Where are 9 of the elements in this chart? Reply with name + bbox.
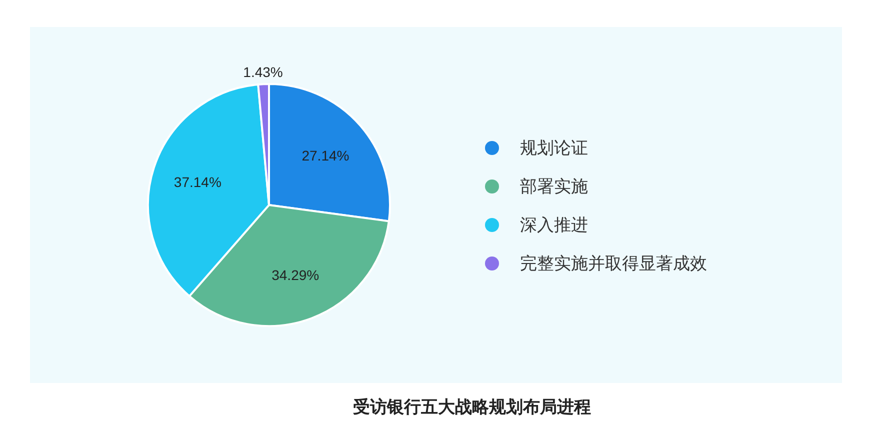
data-label: 37.14% bbox=[174, 174, 222, 190]
legend-label: 深入推进 bbox=[520, 216, 588, 234]
legend-label: 规划论证 bbox=[520, 138, 588, 158]
data-label: 34.29% bbox=[272, 267, 320, 284]
data-label: 1.43% bbox=[243, 64, 283, 80]
data-label: 27.14% bbox=[302, 148, 350, 164]
text: 受访银行五大战略规划布局进程 bbox=[353, 398, 591, 416]
legend-label: 完整实施并取得显著成效 bbox=[520, 254, 707, 273]
legend-label: 部署实施 bbox=[520, 177, 588, 196]
